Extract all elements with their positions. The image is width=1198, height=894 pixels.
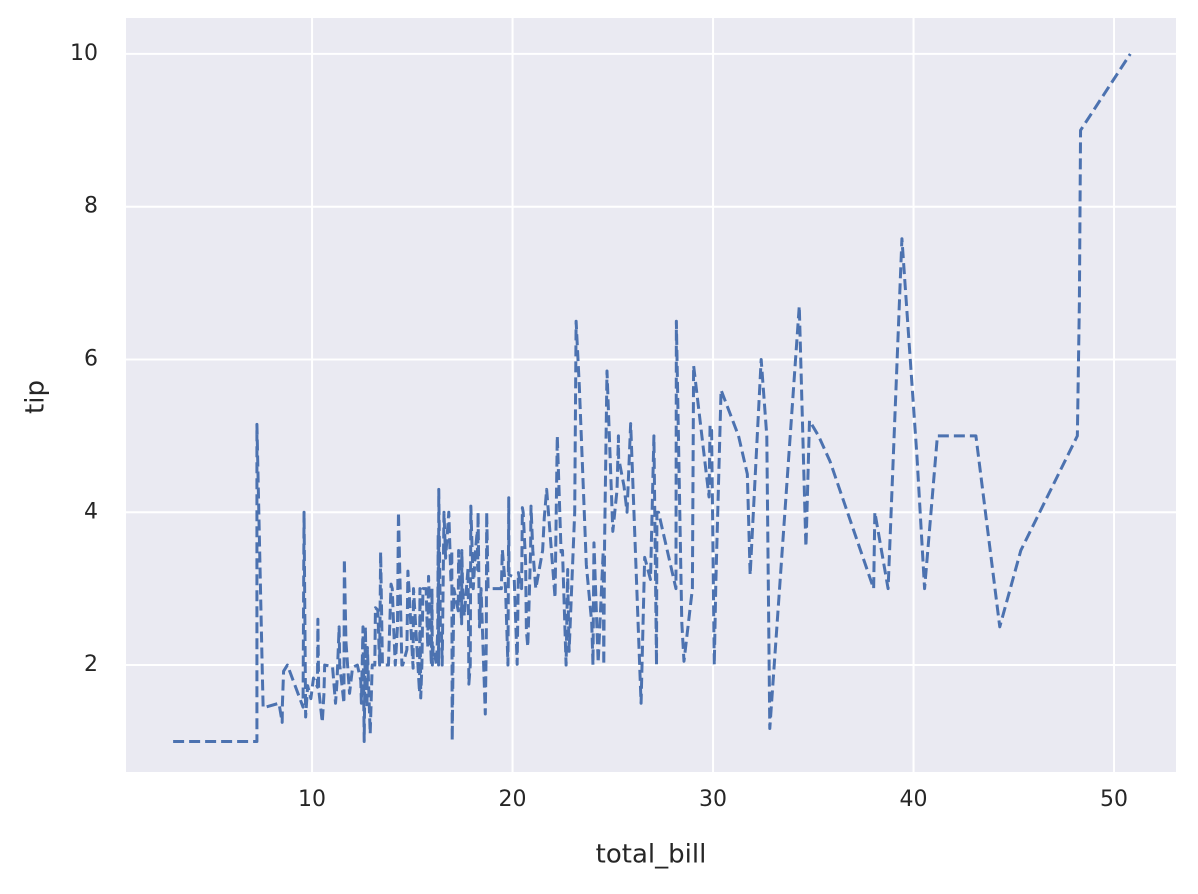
x-axis-label: total_bill: [596, 840, 707, 870]
x-tick-label: 20: [499, 787, 527, 812]
y-tick-label: 2: [84, 652, 98, 677]
marks: [173, 53, 1132, 743]
y-tick-label: 10: [70, 41, 98, 66]
y-axis-label: tip: [21, 380, 51, 414]
plot-area: [126, 18, 1176, 772]
x-tick-label: 30: [699, 787, 727, 812]
y-tick-label: 4: [84, 499, 98, 524]
x-tick-label: 50: [1100, 787, 1128, 812]
grid: [126, 18, 1176, 772]
y-tick-label: 6: [84, 346, 98, 371]
x-tick-label: 40: [900, 787, 928, 812]
line: [173, 53, 1132, 743]
y-tick-label: 8: [84, 194, 98, 219]
x-tick-label: 10: [298, 787, 326, 812]
